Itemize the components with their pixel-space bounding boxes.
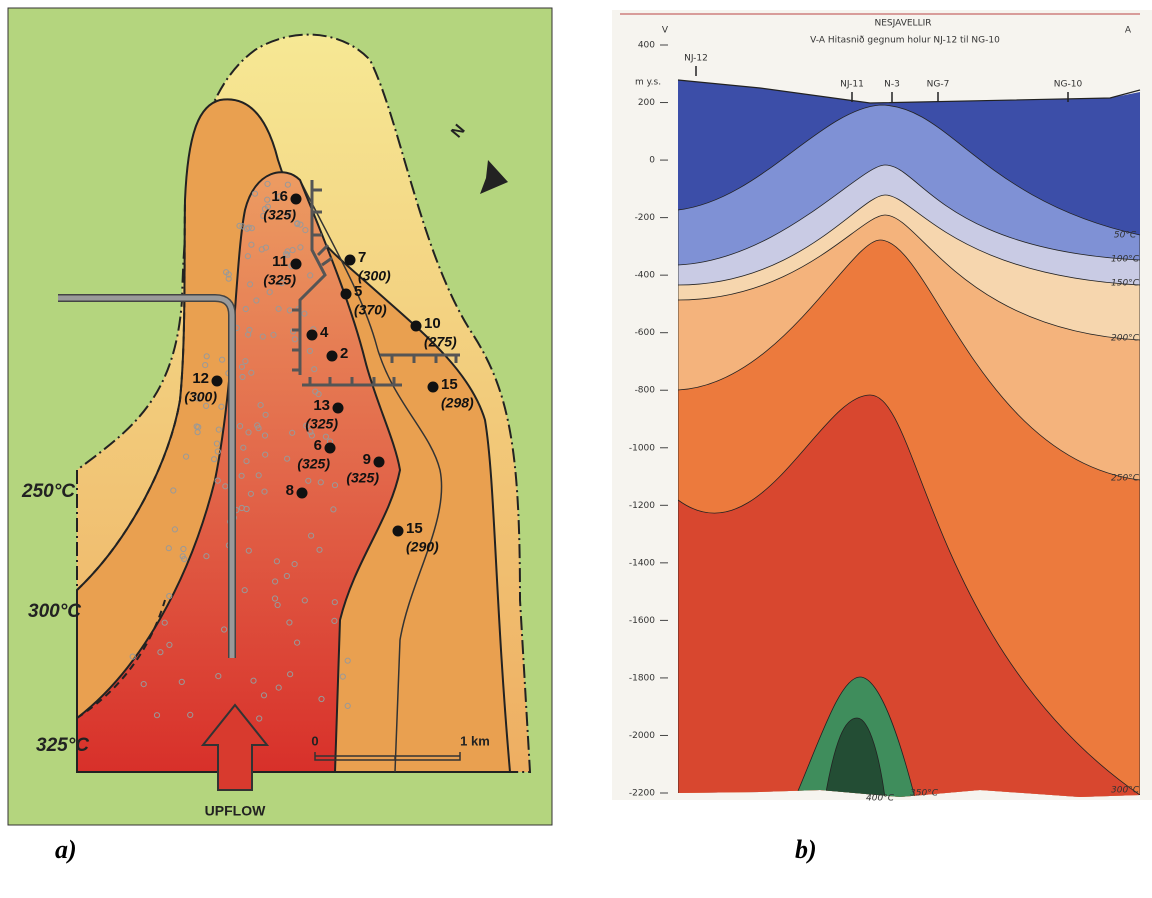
well <box>325 443 336 454</box>
page: 16(325)11(325)7(300)5(370)10(275)4212(30… <box>0 0 1152 898</box>
upflow-label: UPFLOW <box>205 803 266 819</box>
scale-label: 1 km <box>460 733 490 748</box>
well-id: 9 <box>363 451 371 468</box>
well <box>341 289 352 300</box>
well-id: 11 <box>272 253 288 270</box>
well-id: 10 <box>424 315 441 332</box>
isotherm-label: 350°C <box>910 789 939 799</box>
well-temp: (298) <box>441 395 474 411</box>
isotherm-label: 100°C <box>1111 255 1140 265</box>
well-id: 2 <box>340 345 348 362</box>
well <box>212 376 223 387</box>
well-id: 15 <box>441 376 458 393</box>
depth-unit: m y.s. <box>635 78 661 88</box>
east-label: A <box>1125 26 1132 36</box>
isotherm-label: 50°C <box>1114 231 1137 241</box>
figure: 16(325)11(325)7(300)5(370)10(275)4212(30… <box>0 0 1152 898</box>
depth-tick-label: -600 <box>635 328 656 338</box>
well-temp: (325) <box>263 272 296 288</box>
well <box>345 255 356 266</box>
caption: b) <box>795 835 817 864</box>
well <box>374 457 385 468</box>
well-temp: (370) <box>354 302 387 318</box>
well-temp: (290) <box>406 539 439 555</box>
well-label: NJ-12 <box>684 54 708 64</box>
well-id: 7 <box>358 249 366 266</box>
depth-tick-label: -400 <box>635 271 656 281</box>
well <box>307 330 318 341</box>
well-label: NG-10 <box>1054 80 1083 90</box>
depth-tick-label: -200 <box>635 213 656 223</box>
well-id: 16 <box>271 188 288 205</box>
well <box>393 526 404 537</box>
isotherm-label: 400°C <box>866 794 895 804</box>
depth-tick-label: -1000 <box>629 443 655 453</box>
well-temp: (325) <box>263 207 296 223</box>
well <box>297 488 308 499</box>
depth-tick-label: -1600 <box>629 616 655 626</box>
section-layers <box>670 70 1150 810</box>
well-label: NG-7 <box>927 80 950 90</box>
depth-tick-label: -800 <box>635 386 656 396</box>
caption: a) <box>55 835 77 864</box>
scale-label: 0 <box>311 733 318 748</box>
isotherm-label: 300°C <box>1111 786 1140 796</box>
isotherm-label: 250°C <box>1111 474 1140 484</box>
well-temp: (300) <box>184 389 217 405</box>
well <box>333 403 344 414</box>
well-id: 13 <box>313 397 330 414</box>
well-temp: (300) <box>358 268 391 284</box>
depth-tick-label: -2200 <box>629 789 655 799</box>
depth-tick-label: -1800 <box>629 673 655 683</box>
depth-tick-label: 200 <box>638 98 655 108</box>
isotherm-label: 300°C <box>28 601 81 622</box>
isotherm-label: 325°C <box>36 735 89 756</box>
panel-a: 16(325)11(325)7(300)5(370)10(275)4212(30… <box>8 8 552 825</box>
well-temp: (275) <box>424 334 457 350</box>
well <box>291 194 302 205</box>
section-subtitle: V-A Hitasnið gegnum holur NJ-12 til NG-1… <box>810 36 1000 46</box>
depth-tick-label: 0 <box>649 156 655 166</box>
section-title: NESJAVELLIR <box>875 19 932 29</box>
well-id: 15 <box>406 520 423 537</box>
depth-tick-label: 400 <box>638 41 655 51</box>
well-temp: (325) <box>305 416 338 432</box>
depth-tick-label: -1200 <box>629 501 655 511</box>
well <box>327 351 338 362</box>
well-temp: (325) <box>297 456 330 472</box>
well-temp: (325) <box>346 470 379 486</box>
isotherm-label: 150°C <box>1111 279 1140 289</box>
well-id: 8 <box>286 482 294 499</box>
well <box>291 259 302 270</box>
depth-tick-label: -1400 <box>629 558 655 568</box>
isotherm-label: 200°C <box>1111 334 1140 344</box>
well-id: 12 <box>192 370 209 387</box>
isotherm-label: 250°C <box>21 481 75 502</box>
well-id: 5 <box>354 283 362 300</box>
well-label: NJ-11 <box>840 80 864 90</box>
panel-b: NESJAVELLIR V-A Hitasnið gegnum holur NJ… <box>612 10 1152 810</box>
well <box>428 382 439 393</box>
well-id: 4 <box>320 324 329 341</box>
well-id: 6 <box>314 437 322 454</box>
well-label: N-3 <box>884 80 900 90</box>
west-label: V <box>662 26 669 36</box>
well <box>411 321 422 332</box>
depth-tick-label: -2000 <box>629 731 655 741</box>
